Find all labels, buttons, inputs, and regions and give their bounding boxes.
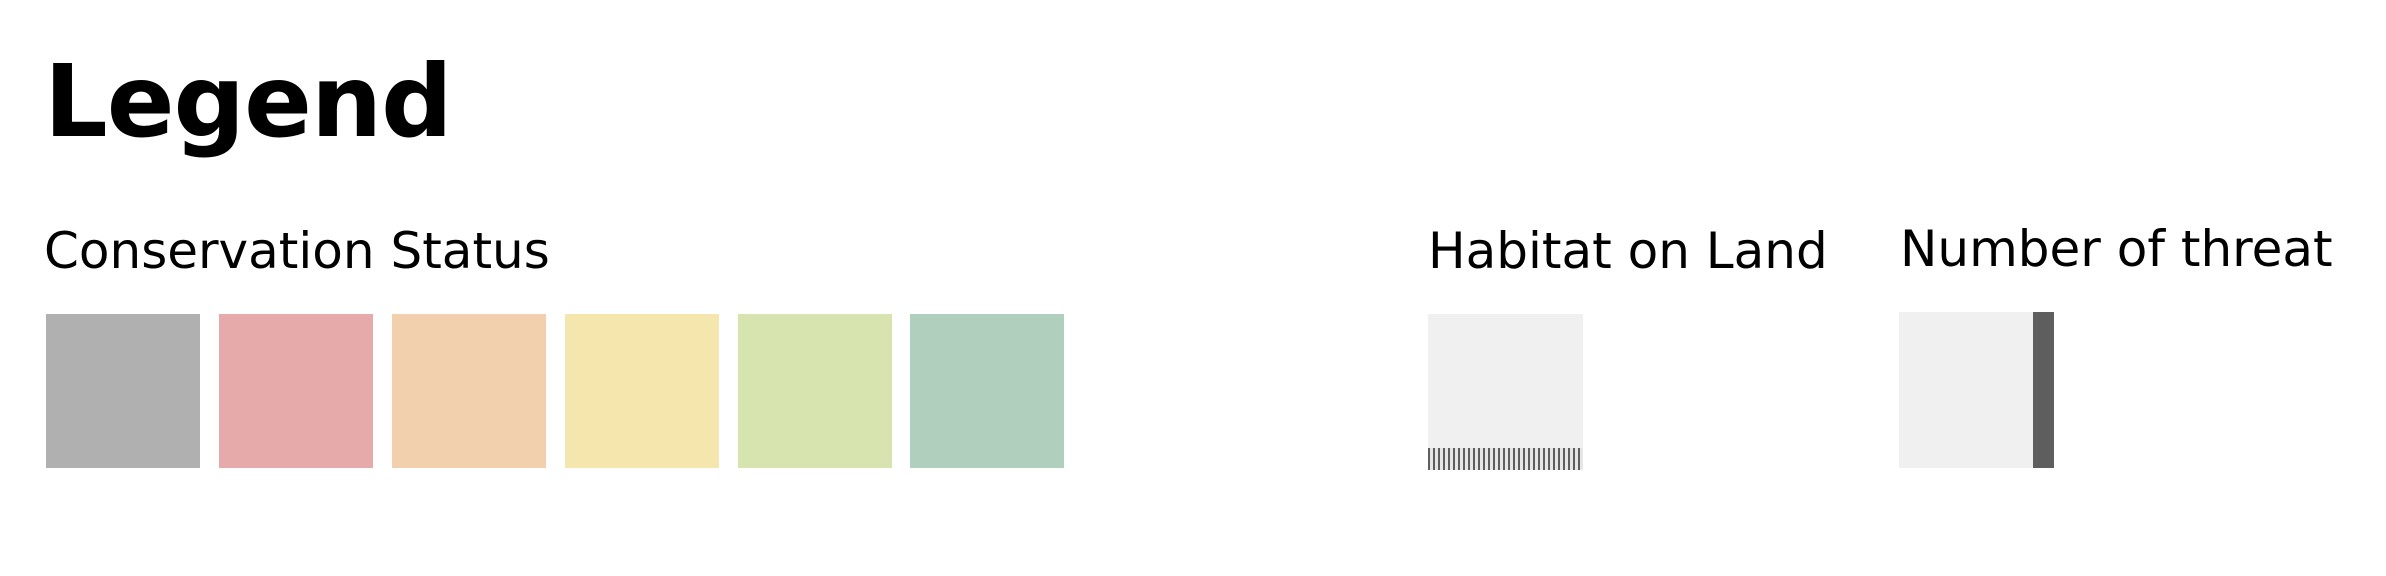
habitat-fill [1428,314,1583,470]
conservation-status-swatch [738,314,892,468]
threat-indicator-bar [2033,312,2054,468]
conservation-status-swatch [219,314,373,468]
legend-title: Legend [44,43,453,160]
number-of-threat-swatch [1899,312,2054,468]
habitat-on-land-swatch [1428,314,1583,470]
threat-fill [1899,312,2033,468]
conservation-status-heading: Conservation Status [44,222,550,280]
habitat-stripe-band [1428,448,1583,470]
conservation-status-swatch [565,314,719,468]
conservation-status-swatch [392,314,546,468]
conservation-status-swatch [46,314,200,468]
habitat-on-land-heading: Habitat on Land [1428,222,1828,280]
conservation-status-swatch [910,314,1064,468]
number-of-threat-heading: Number of threat [1900,220,2333,278]
